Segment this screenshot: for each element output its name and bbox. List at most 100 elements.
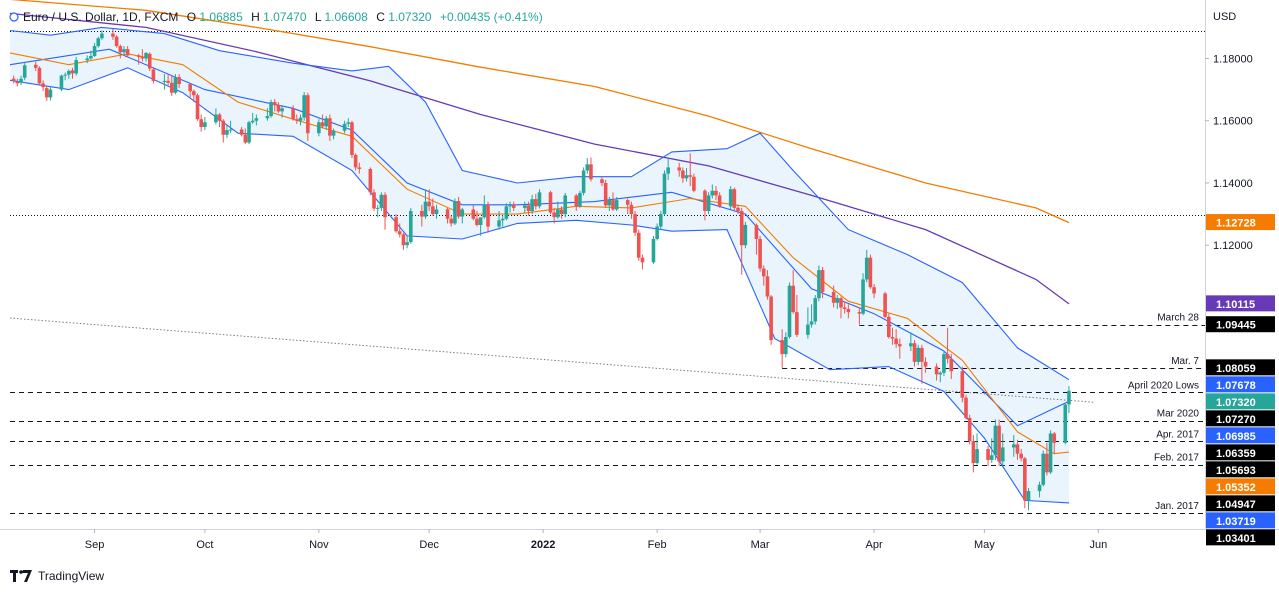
candle-body	[971, 441, 976, 464]
level-labels: March 28 Mar. 7 April 2020 Lows Mar 2020 Apr…	[1128, 313, 1200, 512]
candle-body	[147, 53, 152, 69]
candle-15	[89, 50, 93, 61]
x-tick-label-5: Feb	[648, 539, 667, 551]
candle-body	[1041, 453, 1046, 485]
price-tag-3: 1.08059	[1206, 359, 1275, 376]
candle-5	[37, 66, 42, 85]
candle-143	[743, 221, 748, 249]
candle-135	[706, 192, 711, 215]
candle-body	[813, 298, 818, 322]
candle-body	[500, 218, 505, 221]
candle-body	[302, 95, 306, 118]
candle-body	[846, 308, 851, 313]
candle-body	[692, 176, 696, 191]
candle-body	[1048, 433, 1053, 473]
sma-fast-line	[9, 52, 1070, 455]
price-tag-box	[1206, 512, 1275, 529]
candle-203	[1052, 431, 1057, 454]
candle-89	[471, 205, 476, 221]
candle-54	[291, 105, 295, 121]
candle-82	[431, 198, 435, 216]
level-label-7: Feb. 2017	[1154, 453, 1199, 464]
candle-body	[173, 77, 178, 93]
time-axis[interactable]: Sep Oct Nov Dec 2022 Feb Mar Apr May Jun	[85, 529, 1107, 551]
candle-113	[589, 157, 593, 182]
high-label: H	[251, 10, 260, 24]
candle-42	[225, 125, 229, 138]
level-label-3: Mar. 7	[1171, 356, 1199, 367]
candle-31	[169, 75, 174, 96]
candle-body	[353, 154, 358, 168]
candle-2	[19, 75, 23, 85]
candle-37	[199, 114, 203, 132]
candle-body	[85, 58, 90, 61]
candle-191	[993, 419, 998, 460]
candle-body	[960, 371, 965, 398]
candle-92	[482, 195, 487, 219]
high-value: 1.07470	[263, 10, 307, 24]
candle-83	[434, 204, 439, 219]
candle-72	[379, 192, 384, 211]
candle-127	[662, 170, 667, 216]
candle-body	[225, 130, 229, 135]
candle-131	[684, 168, 689, 182]
candle-97	[508, 201, 512, 213]
sma-slow-line	[9, 12, 1070, 305]
price-tag-label: 1.06985	[1216, 431, 1256, 443]
candle-137	[714, 186, 718, 201]
candle-body	[625, 200, 630, 205]
footer-branding[interactable]: TradingView	[10, 566, 104, 586]
candle-body	[942, 354, 946, 373]
candle-121	[633, 210, 637, 236]
candle-6	[41, 80, 45, 92]
candle-165	[861, 273, 865, 316]
candle-body	[611, 200, 615, 210]
candle-body	[765, 276, 770, 297]
candle-188	[975, 433, 979, 465]
candle-55	[295, 114, 299, 124]
candle-8	[48, 86, 53, 101]
candle-169	[883, 291, 887, 319]
sma-long-line	[9, 0, 1070, 224]
candle-body	[136, 55, 141, 57]
candle-18	[100, 30, 104, 40]
candle-body	[401, 234, 406, 246]
candle-28	[151, 67, 156, 84]
candle-body	[997, 425, 1001, 462]
candle-body	[471, 209, 476, 219]
x-tick-label-0: Sep	[85, 539, 105, 551]
candle-175	[912, 340, 917, 367]
candle-body	[526, 205, 531, 211]
candle-193	[1000, 433, 1005, 468]
candle-50	[269, 99, 273, 118]
price-tag-0: 1.12728	[1206, 214, 1275, 231]
candle-body	[511, 204, 516, 208]
price-axis[interactable]: USD 1.18000 1.16000 1.14000 1.12000 1.12728 1.…	[1205, 11, 1275, 546]
candle-90	[475, 210, 479, 227]
candle-27	[147, 52, 152, 71]
candle-body	[346, 122, 351, 124]
currency-label: USD	[1213, 11, 1236, 23]
candle-body	[986, 449, 990, 460]
candle-body	[739, 210, 744, 246]
candle-body	[758, 238, 762, 269]
candle-163	[846, 304, 851, 319]
candle-84	[445, 207, 450, 224]
bollinger-band-area	[10, 27, 1069, 503]
candle-body	[769, 296, 773, 341]
candle-105	[552, 207, 556, 224]
candle-158	[820, 266, 825, 299]
candle-body	[795, 312, 799, 335]
x-tick-label-6: Mar	[751, 539, 770, 551]
candle-71	[375, 204, 380, 218]
x-tick-label-4: 2022	[531, 539, 555, 551]
candle-body	[199, 119, 203, 127]
candle-67	[353, 153, 358, 171]
candle-body	[945, 354, 950, 359]
candle-187	[971, 435, 976, 473]
candle-98	[511, 201, 516, 211]
candle-179	[934, 363, 939, 381]
candle-body	[938, 372, 943, 375]
